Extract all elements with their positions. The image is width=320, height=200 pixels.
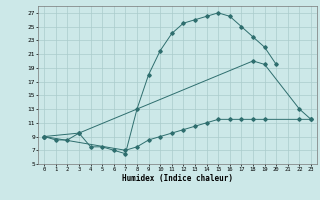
X-axis label: Humidex (Indice chaleur): Humidex (Indice chaleur)	[122, 174, 233, 183]
